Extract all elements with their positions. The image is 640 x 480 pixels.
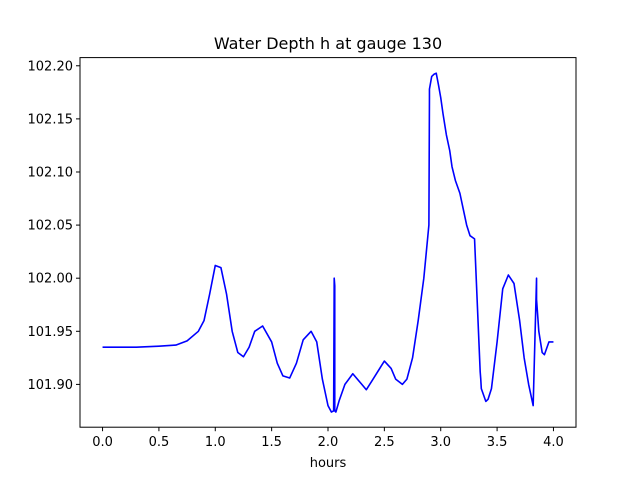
x-tick-label: 2.0 — [318, 435, 339, 450]
y-axis: 101.90 101.95 102.00 102.05 102.10 102.15 102.… — [28, 59, 80, 393]
y-tick-label: 101.95 — [28, 325, 74, 340]
x-tick-label: 0.0 — [92, 435, 113, 450]
x-axis: 0.0 0.5 1.0 1.5 2.0 2.5 3.0 3.5 4.0 — [92, 427, 564, 450]
y-tick-label: 102.20 — [28, 59, 74, 74]
x-tick-label: 3.0 — [430, 435, 451, 450]
x-tick-label: 0.5 — [149, 435, 170, 450]
x-tick-label: 1.0 — [205, 435, 226, 450]
x-tick-label: 2.5 — [374, 435, 395, 450]
x-tick-label: 4.0 — [543, 435, 564, 450]
series-line-0 — [102, 72, 554, 413]
x-tick-label: 3.5 — [487, 435, 508, 450]
chart-title: Water Depth h at gauge 130 — [214, 34, 442, 53]
x-axis-label: hours — [310, 456, 347, 471]
plot-area — [102, 72, 554, 413]
y-tick-label: 102.10 — [28, 165, 74, 180]
y-tick-label: 102.15 — [28, 112, 74, 127]
y-tick-label: 101.90 — [28, 378, 74, 393]
y-tick-label: 102.05 — [28, 219, 74, 234]
y-tick-label: 102.00 — [28, 272, 74, 287]
x-tick-label: 1.5 — [261, 435, 282, 450]
